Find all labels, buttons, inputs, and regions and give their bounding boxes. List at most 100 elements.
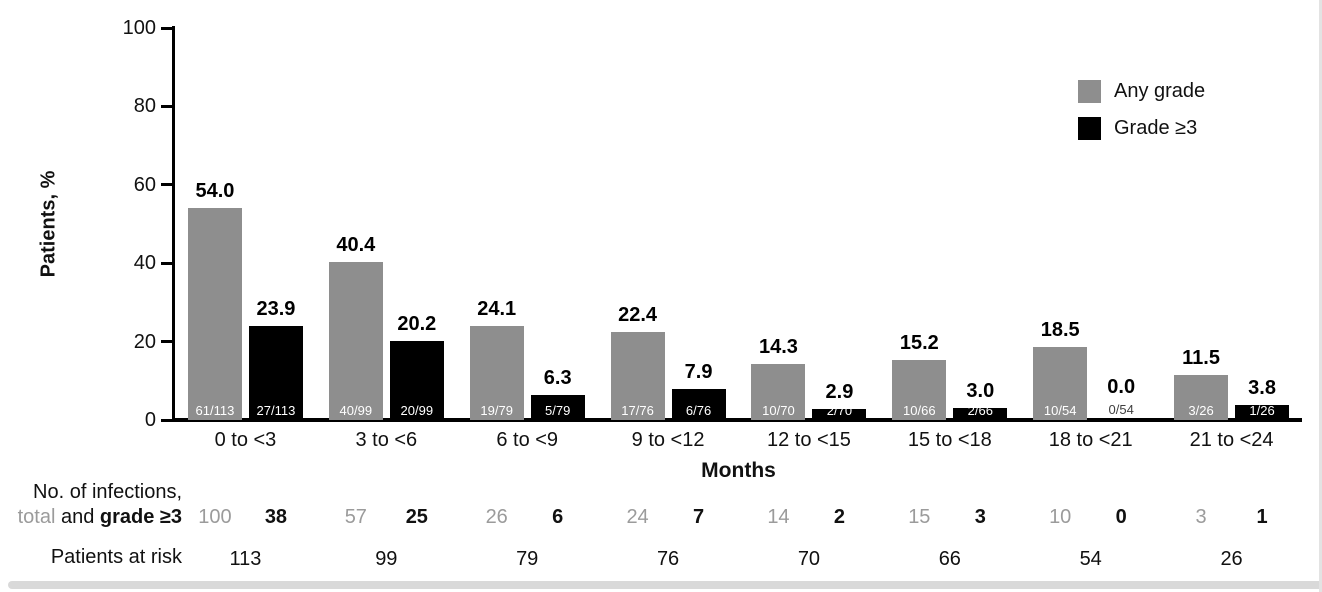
- bar-grade3: [1235, 405, 1290, 420]
- infections-row-label-and: and: [55, 506, 100, 528]
- y-tick: [161, 261, 172, 265]
- infections-grade3-value: 3: [974, 506, 986, 528]
- infections-row-label-line1: No. of infections,: [33, 481, 182, 503]
- y-tick: [161, 26, 172, 30]
- infections-total-value: 10: [1049, 506, 1072, 528]
- bar-grade3: [530, 395, 585, 420]
- bar-group-grade3: 6.3 5/79: [530, 28, 585, 420]
- bar-any-grade: [1174, 374, 1229, 420]
- bar-fraction-label: 3/26: [1188, 403, 1214, 418]
- bar-group-any-grade: 14.3 10/70: [751, 28, 806, 420]
- bar-fraction-label: 19/79: [480, 403, 513, 418]
- infections-total-value: 3: [1195, 506, 1207, 528]
- bar-value-label: 7.9: [684, 361, 713, 384]
- bar-group-grade3: 23.9 27/113: [248, 28, 303, 420]
- y-tick: [161, 183, 172, 187]
- y-tick-label: 60: [133, 173, 156, 196]
- bar-group-any-grade: 40.4 40/99: [328, 28, 383, 420]
- infections-grade3-value: 7: [693, 506, 705, 528]
- y-tick: [161, 418, 172, 422]
- bar-grade3: [953, 408, 1008, 420]
- bar-value-label: 0.0: [1107, 376, 1136, 398]
- legend-item-grade3: Grade ≥3: [1078, 117, 1205, 140]
- x-axis-title: Months: [701, 459, 776, 482]
- bar-any-grade: [187, 208, 242, 420]
- bar-any-grade: [328, 261, 383, 420]
- y-tick-label: 20: [133, 330, 156, 353]
- y-axis: [172, 26, 175, 421]
- bar-fraction-label: 6/76: [685, 403, 712, 418]
- x-category-label: 15 to <18: [907, 429, 992, 451]
- screenshot-right-edge: [1319, 0, 1322, 592]
- bar-value-label: 3.0: [966, 380, 995, 403]
- bar-group-grade3: 2.9 2/70: [812, 28, 867, 420]
- patients-at-risk-value: 76: [656, 548, 680, 570]
- bar-fraction-label: 10/70: [762, 403, 795, 418]
- bar-grade3: [389, 340, 444, 420]
- bar-value-label: 6.3: [543, 367, 572, 390]
- bar-value-label: 15.2: [899, 332, 939, 355]
- bar-fraction-label: 40/99: [339, 403, 373, 418]
- infections-grade3-value: 6: [552, 506, 564, 528]
- x-axis: [172, 418, 1302, 422]
- x-category-label: 9 to <12: [631, 429, 705, 451]
- bar-value-label: 54.0: [195, 180, 235, 203]
- bar-group-grade3: 3.8 1/26: [1235, 28, 1290, 420]
- legend-swatch-grade3-icon: [1078, 117, 1101, 140]
- x-category-label: 12 to <15: [766, 429, 851, 451]
- infections-total-value: 15: [908, 506, 931, 528]
- x-category-label: 0 to <3: [214, 429, 277, 451]
- bar-fraction-label: 27/113: [256, 403, 296, 418]
- bar-value-label: 11.5: [1182, 346, 1220, 369]
- legend-label-grade3: Grade ≥3: [1114, 117, 1198, 139]
- patients-at-risk-label: Patients at risk: [50, 546, 182, 568]
- bar-fraction-label: 5/79: [545, 403, 571, 418]
- bar-any-grade: [892, 360, 947, 420]
- y-tick-label: 0: [144, 409, 156, 431]
- bar-value-label: 18.5: [1040, 319, 1080, 342]
- bar-any-grade: [610, 332, 665, 420]
- bar-group-grade3: 20.2 20/99: [389, 28, 444, 420]
- y-tick-label: 40: [133, 252, 156, 275]
- bar-value-label: 23.9: [256, 298, 296, 321]
- bar-group-any-grade: 54.0 61/113: [187, 28, 242, 420]
- infections-total-value: 26: [485, 506, 508, 528]
- x-category-label: 18 to <21: [1048, 429, 1133, 451]
- y-tick-label: 100: [122, 17, 156, 39]
- infections-row-label-total: total: [17, 506, 56, 528]
- bar-fraction-label: 10/54: [1043, 403, 1077, 418]
- infections-row-label-grade3: grade ≥3: [99, 506, 182, 528]
- bar-any-grade: [469, 325, 524, 420]
- bar-grade3: [248, 326, 303, 420]
- infections-row-label: No. of infections, total and grade ≥3: [0, 480, 182, 530]
- bar-value-label: 3.8: [1248, 377, 1276, 400]
- y-tick-label: 80: [133, 95, 156, 118]
- bar-group-any-grade: 15.2 10/66: [892, 28, 947, 420]
- bar-grade3: [812, 408, 867, 420]
- bar-fraction-label: 2/70: [826, 403, 853, 418]
- bar-group-any-grade: 18.5 10/54: [1033, 28, 1088, 420]
- infections-total-value: 57: [344, 506, 367, 528]
- infections-grade3-value: 38: [264, 506, 288, 528]
- bar-group-grade3: 0.0 0/54: [1094, 28, 1148, 420]
- y-tick: [161, 340, 172, 344]
- legend-item-any-grade: Any grade: [1078, 80, 1205, 103]
- bar-value-label: 22.4: [618, 304, 658, 327]
- patients-at-risk-value: 113: [229, 548, 262, 570]
- bar-value-label: 14.3: [758, 335, 798, 358]
- bar-any-grade: [751, 363, 806, 420]
- legend-label-any-grade: Any grade: [1114, 80, 1206, 102]
- y-tick: [161, 104, 172, 108]
- patients-at-risk-value: 54: [1079, 548, 1102, 570]
- bar-any-grade: [1033, 347, 1088, 420]
- patients-at-risk-value: 26: [1220, 548, 1243, 570]
- patients-at-risk-value: 66: [938, 548, 961, 570]
- screenshot-bottom-edge: [8, 581, 1322, 589]
- bar-group-any-grade: 24.1 19/79: [469, 28, 524, 420]
- legend: Any grade Grade ≥3: [1078, 80, 1205, 140]
- bar-fraction-label: 20/99: [400, 403, 434, 418]
- infections-row-label-line2: total and grade ≥3: [0, 505, 182, 530]
- bar-value-label: 20.2: [397, 312, 437, 335]
- infections-grade3-value: 25: [405, 506, 428, 528]
- bar-value-label: 24.1: [477, 297, 517, 320]
